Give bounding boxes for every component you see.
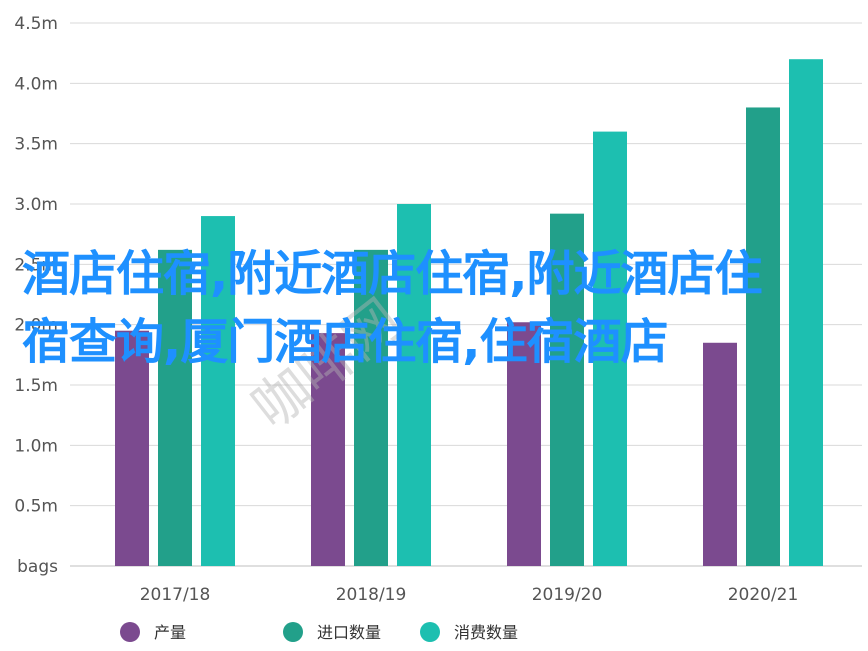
bar xyxy=(550,213,584,567)
bar xyxy=(703,342,737,566)
bar xyxy=(507,322,541,566)
y-tick-label: bags xyxy=(17,557,58,577)
x-axis-categories: 2017/18 2018/19 2019/20 2020/21 xyxy=(140,585,799,605)
y-axis-ticks: bags 0.5m 1.0m 1.5m 2.0m 2.5m 3.0m 3.5m 4.0m 4.5m xyxy=(14,14,58,577)
x-category-label: 2018/19 xyxy=(336,585,407,605)
bar xyxy=(593,131,627,566)
legend-label: 进口数量 xyxy=(317,623,381,642)
y-tick-label: 3.5m xyxy=(14,135,58,155)
y-tick-label: 2.0m xyxy=(14,316,58,336)
y-tick-label: 0.5m xyxy=(14,497,58,517)
bar xyxy=(397,204,431,566)
bar xyxy=(746,107,780,566)
x-category-label: 2019/20 xyxy=(532,585,603,605)
y-tick-label: 1.0m xyxy=(14,436,58,456)
y-tick-label: 2.5m xyxy=(14,255,58,275)
bars xyxy=(115,59,823,567)
bar xyxy=(158,249,192,566)
y-tick-label: 4.5m xyxy=(14,14,58,34)
bar xyxy=(311,333,345,566)
legend: 产量 进口数量 消费数量 xyxy=(120,622,518,642)
bar xyxy=(354,249,388,566)
y-tick-label: 4.0m xyxy=(14,74,58,94)
legend-swatch xyxy=(120,622,140,642)
legend-swatch xyxy=(420,622,440,642)
y-tick-label: 1.5m xyxy=(14,376,58,396)
y-tick-label: 3.0m xyxy=(14,195,58,215)
legend-swatch xyxy=(283,622,303,642)
bar xyxy=(789,59,823,566)
x-category-label: 2017/18 xyxy=(140,585,211,605)
legend-label: 产量 xyxy=(154,623,186,642)
x-category-label: 2020/21 xyxy=(728,585,799,605)
bar xyxy=(115,330,149,566)
overlay-title: 酒店住宿,附近酒店住宿,附近酒店住宿查询,厦门酒店住宿,住宿酒店 xyxy=(22,246,762,370)
bar xyxy=(201,216,235,567)
legend-label: 消费数量 xyxy=(454,623,518,642)
